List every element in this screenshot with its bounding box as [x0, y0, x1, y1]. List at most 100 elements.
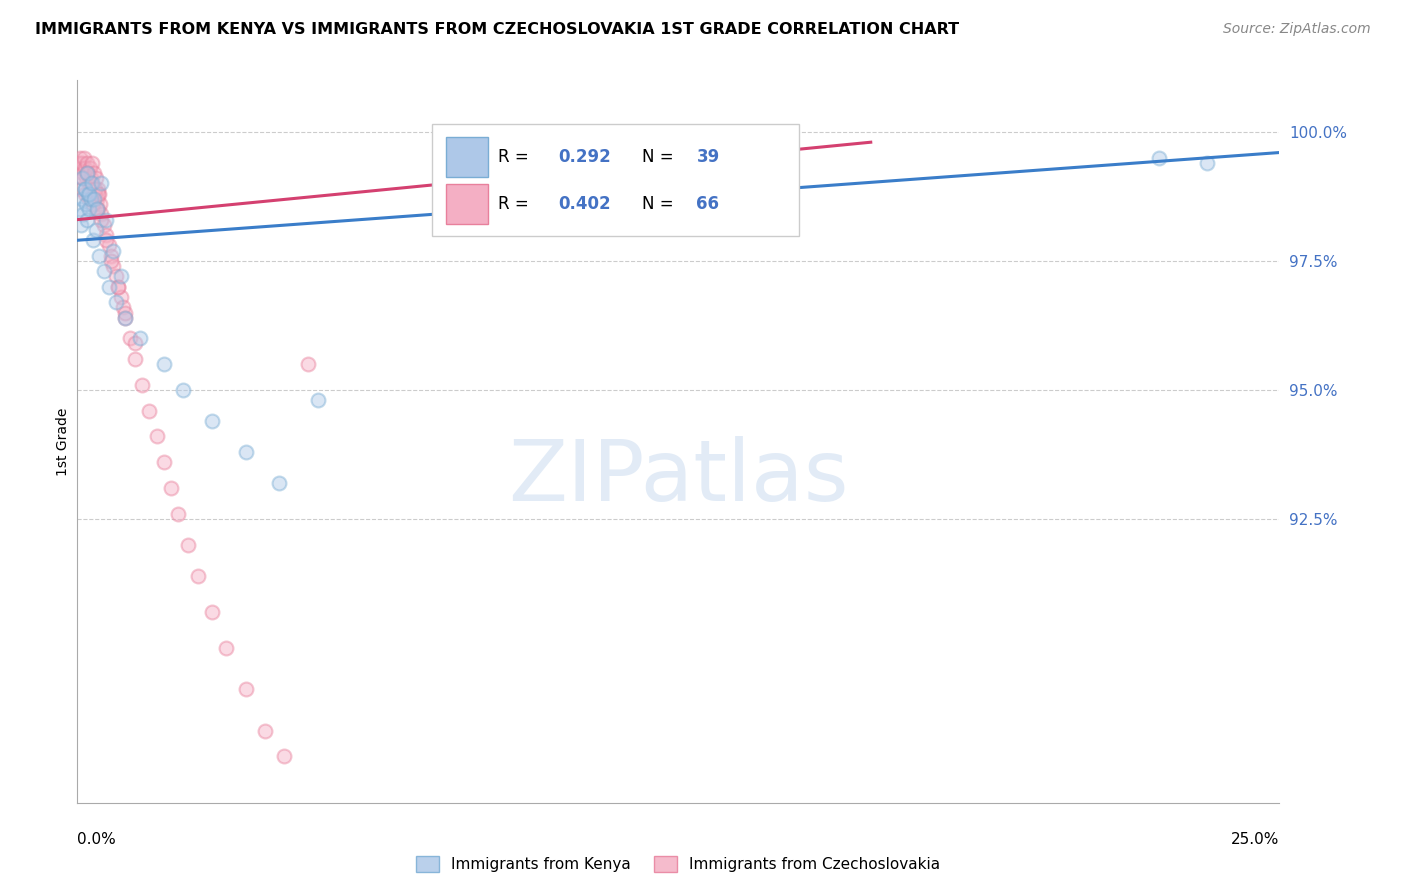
- Point: [76, 212, 98, 227]
- Point: [107, 279, 129, 293]
- Point: [215, 640, 238, 655]
- Text: 39: 39: [696, 148, 720, 166]
- Point: [90, 212, 112, 227]
- Point: [73, 182, 96, 196]
- Point: [235, 682, 257, 697]
- Point: [73, 161, 96, 175]
- Point: [70, 161, 93, 175]
- Text: N =: N =: [643, 195, 679, 213]
- Point: [97, 238, 120, 252]
- Point: [253, 723, 276, 738]
- Point: [97, 279, 120, 293]
- Bar: [446, 185, 488, 224]
- Text: 0.292: 0.292: [558, 148, 612, 166]
- Point: [80, 177, 103, 191]
- Point: [76, 156, 98, 170]
- Point: [124, 336, 146, 351]
- Point: [70, 192, 93, 206]
- Point: [111, 301, 134, 315]
- Point: [153, 357, 176, 371]
- Point: [69, 151, 91, 165]
- Point: [87, 186, 110, 201]
- Point: [160, 481, 183, 495]
- Point: [82, 233, 104, 247]
- Point: [80, 156, 103, 170]
- Point: [307, 393, 329, 408]
- Point: [77, 166, 100, 180]
- Point: [104, 295, 127, 310]
- Bar: [446, 137, 488, 178]
- Point: [177, 538, 200, 552]
- Point: [186, 568, 209, 582]
- Point: [72, 171, 94, 186]
- Point: [77, 177, 100, 191]
- Point: [167, 507, 190, 521]
- Point: [235, 445, 257, 459]
- Point: [83, 182, 105, 196]
- Text: 0.0%: 0.0%: [77, 831, 117, 847]
- Point: [201, 605, 224, 619]
- Text: 66: 66: [696, 195, 720, 213]
- Point: [96, 228, 118, 243]
- Point: [120, 331, 142, 345]
- Text: 25.0%: 25.0%: [1232, 831, 1279, 847]
- Point: [1149, 151, 1171, 165]
- Text: IMMIGRANTS FROM KENYA VS IMMIGRANTS FROM CZECHOSLOVAKIA 1ST GRADE CORRELATION CH: IMMIGRANTS FROM KENYA VS IMMIGRANTS FROM…: [35, 22, 959, 37]
- Point: [96, 233, 118, 247]
- Point: [83, 192, 105, 206]
- Point: [89, 186, 111, 201]
- Point: [86, 192, 108, 206]
- Point: [80, 171, 103, 186]
- Point: [79, 202, 101, 217]
- Point: [80, 177, 103, 191]
- Point: [69, 202, 91, 217]
- Point: [138, 403, 160, 417]
- Point: [73, 151, 96, 165]
- Point: [69, 218, 91, 232]
- Point: [84, 171, 107, 186]
- Point: [90, 177, 112, 191]
- Point: [1197, 156, 1219, 170]
- Point: [83, 166, 105, 180]
- Point: [70, 156, 93, 170]
- Point: [153, 455, 176, 469]
- Point: [273, 749, 295, 764]
- Point: [145, 429, 167, 443]
- Text: ZIPatlas: ZIPatlas: [508, 436, 849, 519]
- Point: [76, 166, 98, 180]
- Point: [96, 212, 118, 227]
- Point: [84, 223, 107, 237]
- Point: [114, 305, 136, 319]
- Point: [110, 290, 132, 304]
- Legend: Immigrants from Kenya, Immigrants from Czechoslovakia: Immigrants from Kenya, Immigrants from C…: [411, 850, 946, 879]
- Point: [67, 156, 90, 170]
- Point: [79, 161, 101, 175]
- Point: [114, 310, 136, 325]
- Point: [75, 197, 97, 211]
- Point: [89, 197, 111, 211]
- Point: [128, 331, 150, 345]
- Point: [77, 186, 100, 201]
- Point: [75, 171, 97, 186]
- Point: [83, 186, 105, 201]
- Point: [86, 202, 108, 217]
- Point: [100, 249, 122, 263]
- Text: R =: R =: [498, 148, 534, 166]
- Point: [80, 192, 103, 206]
- Point: [82, 197, 104, 211]
- Point: [124, 351, 146, 366]
- Point: [100, 253, 122, 268]
- Point: [104, 269, 127, 284]
- Point: [90, 207, 112, 221]
- Point: [110, 269, 132, 284]
- Text: N =: N =: [643, 148, 679, 166]
- Point: [172, 383, 194, 397]
- Point: [70, 171, 93, 186]
- Point: [73, 186, 96, 201]
- FancyBboxPatch shape: [432, 124, 799, 235]
- Text: R =: R =: [498, 195, 534, 213]
- Point: [70, 182, 93, 196]
- Point: [86, 182, 108, 196]
- Point: [269, 475, 291, 490]
- Point: [77, 192, 100, 206]
